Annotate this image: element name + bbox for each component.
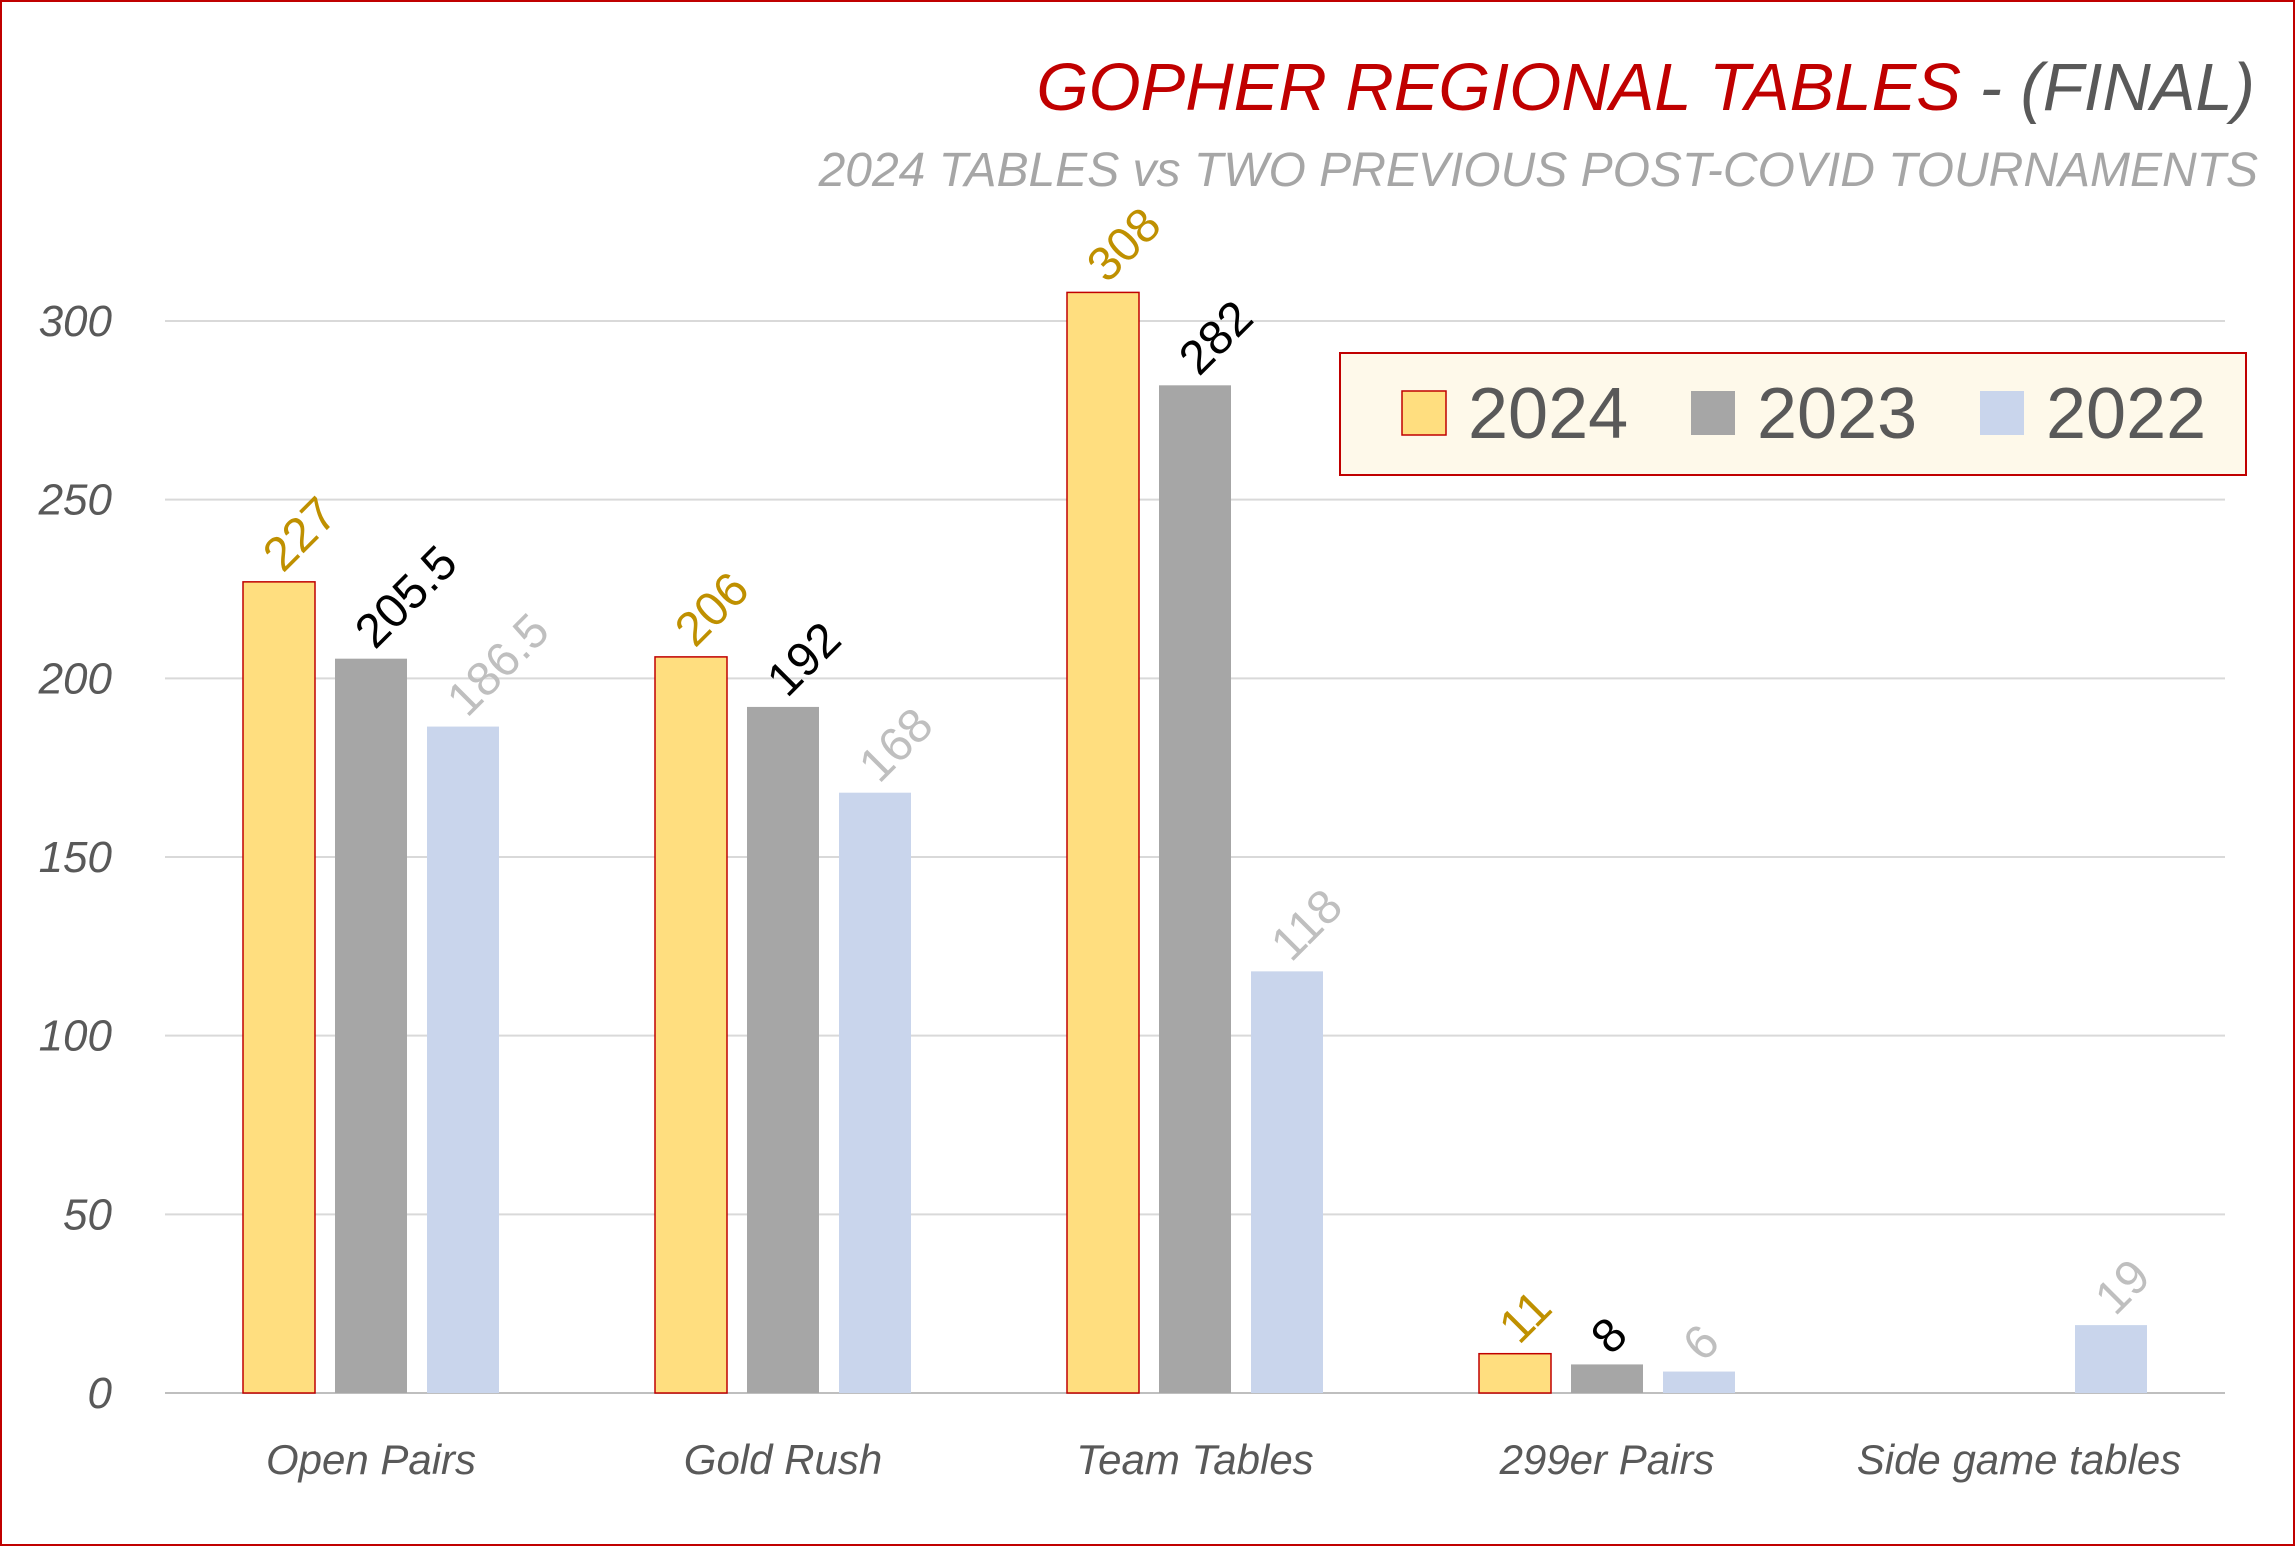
data-label-2023: 8 — [1581, 1308, 1637, 1364]
chart-title-main: GOPHER REGIONAL TABLES — [1036, 50, 1961, 125]
legend-label-2023: 2023 — [1757, 374, 1917, 454]
data-label-2022: 168 — [849, 698, 943, 792]
bar-2023 — [1571, 1364, 1643, 1393]
data-label-2023: 282 — [1169, 291, 1263, 385]
bar-2024 — [1066, 291, 1140, 1394]
x-category-label: Open Pairs — [266, 1436, 476, 1483]
legend-label-2022: 2022 — [2046, 374, 2206, 454]
data-label-2022: 118 — [1261, 880, 1353, 972]
bar-2022 — [427, 726, 499, 1393]
data-label-2023: 192 — [757, 613, 851, 707]
data-label-2022: 186.5 — [437, 604, 559, 726]
chart-title: GOPHER REGIONAL TABLES - (FINAL) — [1036, 50, 2255, 125]
x-category-label: Side game tables — [1857, 1436, 2182, 1483]
bar-2022 — [839, 792, 911, 1393]
x-axis: Open Pairs Gold Rush Team Tables 299er Pair… — [266, 1436, 2181, 1483]
data-label-2022: 6 — [1673, 1315, 1729, 1371]
data-label-2023: 205.5 — [345, 536, 467, 658]
y-tick-label: 100 — [39, 1012, 113, 1061]
legend-swatch-2022 — [1980, 391, 2024, 435]
legend-label-2024: 2024 — [1468, 374, 1628, 454]
bar-2022 — [1251, 971, 1323, 1393]
chart-subtitle: 2024 TABLES vs TWO PREVIOUS POST-COVID T… — [818, 144, 2258, 197]
bar-2023 — [335, 658, 407, 1393]
bar-2023 — [747, 706, 819, 1393]
y-tick-label: 300 — [39, 297, 113, 346]
bars — [242, 291, 2147, 1394]
y-tick-label: 200 — [38, 654, 113, 703]
x-category-label: Gold Rush — [684, 1436, 882, 1483]
y-axis: 0 50 100 150 200 250 300 — [38, 297, 113, 1418]
legend: 2024 2023 2022 — [1339, 352, 2247, 476]
data-label-2024: 206 — [665, 563, 759, 657]
bar-2022 — [2075, 1325, 2147, 1393]
bar-2024 — [242, 581, 316, 1394]
data-label-2022: 19 — [2085, 1250, 2160, 1325]
data-label-2024: 308 — [1077, 198, 1171, 292]
bar-2024 — [1478, 1352, 1552, 1394]
data-label-2024: 11 — [1489, 1281, 1562, 1354]
legend-box — [1339, 352, 2247, 476]
x-category-label: 299er Pairs — [1499, 1436, 1715, 1483]
x-category-label: Team Tables — [1076, 1436, 1313, 1483]
legend-swatch-2023 — [1691, 391, 1735, 435]
bar-2024 — [654, 656, 728, 1394]
y-tick-label: 250 — [38, 476, 113, 525]
bar-2023 — [1159, 385, 1231, 1393]
y-tick-label: 0 — [88, 1369, 113, 1418]
data-label-2024: 227 — [253, 488, 347, 582]
legend-swatch-2024 — [1401, 390, 1447, 436]
y-tick-label: 150 — [39, 833, 113, 882]
y-tick-label: 50 — [63, 1190, 112, 1239]
chart-title-suffix: - (FINAL) — [1961, 50, 2255, 125]
bar-2022 — [1663, 1371, 1735, 1393]
